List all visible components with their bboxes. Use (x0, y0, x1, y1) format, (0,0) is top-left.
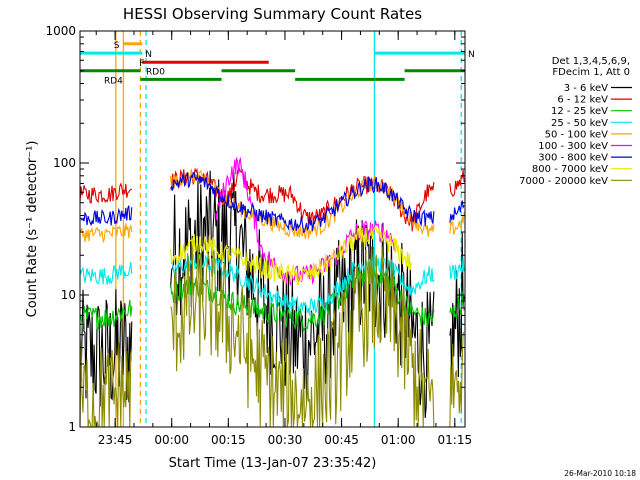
legend-entry-label: 300 - 800 keV (538, 153, 608, 164)
y-axis-label: Count Rate (s⁻¹ detector⁻¹) (25, 141, 40, 318)
legend-entry-label: 50 - 100 keV (545, 129, 609, 140)
x-tick-label: 01:15 (438, 433, 473, 447)
x-tick-label: 01:00 (381, 433, 416, 447)
flag-label-3: F (139, 59, 144, 69)
series-line-8-1 (170, 245, 435, 428)
flag-label-7: RD4 (104, 76, 123, 86)
series-line-0-0 (79, 289, 133, 407)
x-tick-label: 23:45 (98, 433, 133, 447)
flag-label-0: S (114, 41, 120, 51)
y-tick-label: 1 (68, 420, 76, 434)
legend-entry-label: 800 - 7000 keV (532, 164, 608, 175)
series-line-7-0 (170, 225, 412, 286)
series-line-6-0 (79, 205, 133, 227)
y-tick-label: 1000 (45, 24, 76, 38)
series-line-8-2 (449, 331, 465, 428)
series-line-2-0 (79, 299, 133, 330)
x-tick-label: 00:30 (268, 433, 303, 447)
series-line-4-2 (449, 211, 465, 235)
footer-timestamp: 26-Mar-2010 10:18 (564, 469, 636, 478)
series-line-3-2 (449, 256, 465, 280)
y-tick-label: 100 (53, 156, 76, 170)
series-line-8-0 (79, 342, 133, 428)
series-line-3-1 (170, 252, 435, 316)
y-tick-label: 10 (61, 288, 76, 302)
series-line-2-2 (449, 291, 465, 319)
plot-frame (79, 30, 466, 428)
series-line-3-0 (79, 261, 133, 285)
legend-entry-label: 7000 - 20000 keV (519, 176, 608, 187)
series-line-1-0 (79, 182, 132, 204)
flag-label-1: N (145, 50, 152, 60)
series-line-2-1 (170, 262, 435, 333)
x-tick-label: 00:15 (211, 433, 246, 447)
x-axis-label: Start Time (13-Jan-07 23:35:42) (169, 456, 377, 471)
legend-header-line: Det 1,3,4,5,6,9, (552, 56, 630, 67)
legend-entry-label: 6 - 12 keV (557, 95, 608, 106)
legend-entry-label: 25 - 50 keV (551, 118, 608, 129)
x-tick-label: 00:45 (324, 433, 359, 447)
flag-label-2: N (468, 50, 475, 60)
flag-label-4: RD0 (146, 68, 165, 78)
chart-title: HESSI Observing Summary Count Rates (123, 5, 422, 23)
legend-entry-label: 3 - 6 keV (564, 83, 608, 94)
series-line-6-1 (170, 171, 435, 233)
legend-entry-label: 100 - 300 keV (538, 141, 608, 152)
legend-entry-label: 12 - 25 keV (551, 106, 608, 117)
legend-header-line: FDecim 1, Att 0 (552, 67, 630, 78)
x-tick-label: 00:00 (154, 433, 189, 447)
series-line-1-2 (449, 169, 465, 197)
series-line-4-0 (79, 223, 133, 244)
series-line-5-0 (215, 156, 397, 286)
